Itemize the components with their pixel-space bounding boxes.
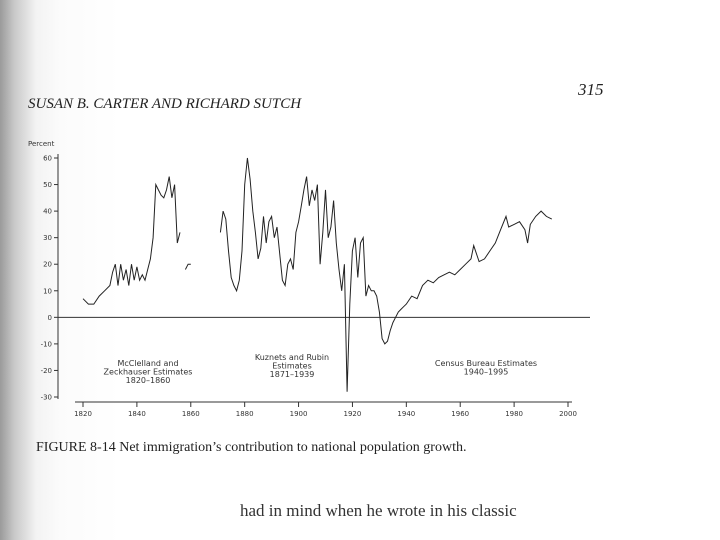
y-tick-label: -30 [41, 394, 52, 402]
y-tick-label: 0 [48, 314, 52, 322]
annotation: Kuznets and Rubin [255, 353, 329, 362]
y-tick-label: 30 [43, 234, 52, 242]
plot: -30 -20 -10 0 10 20 30 40 50 60 1820 1840 1860 1880 19… [41, 154, 590, 418]
body-text: had in mind when he wrote in his classic [240, 501, 517, 520]
x-tick-label: 1960 [451, 410, 469, 418]
running-header: SUSAN B. CARTER AND RICHARD SUTCH [28, 96, 302, 112]
y-tick-label: 20 [43, 261, 52, 269]
y-tick-label: 40 [43, 208, 52, 216]
annotation: 1820–1860 [126, 376, 171, 385]
annotation: 1871–1939 [270, 370, 315, 379]
data-line [82, 157, 553, 392]
x-tick-label: 1980 [505, 410, 523, 418]
x-tick-label: 1940 [397, 410, 415, 418]
annotation: McClelland and [117, 359, 178, 368]
x-tick-label: 1920 [344, 410, 362, 418]
y-tick-label: -10 [41, 340, 52, 348]
annotation: 1940–1995 [464, 368, 509, 377]
page-number: 315 [577, 80, 604, 99]
x-tick-label: 1820 [74, 410, 92, 418]
x-tick-label: 1860 [182, 410, 200, 418]
x-tick-label: 1840 [128, 410, 146, 418]
x-tick-label: 1900 [290, 410, 308, 418]
y-tick-label: -20 [41, 367, 52, 375]
x-tick-label: 1880 [236, 410, 254, 418]
annotation: Census Bureau Estimates [435, 359, 537, 368]
y-tick-label: 10 [43, 287, 52, 295]
annotation: Zeckhauser Estimates [104, 368, 193, 377]
figure-caption: FIGURE 8-14 Net immigration’s contributi… [36, 440, 466, 455]
y-axis-label: Percent [28, 140, 55, 148]
x-tick-label: 2000 [559, 410, 577, 418]
y-tick-label: 50 [43, 181, 52, 189]
y-tick-label: 60 [43, 155, 52, 163]
annotation: Estimates [272, 362, 312, 371]
